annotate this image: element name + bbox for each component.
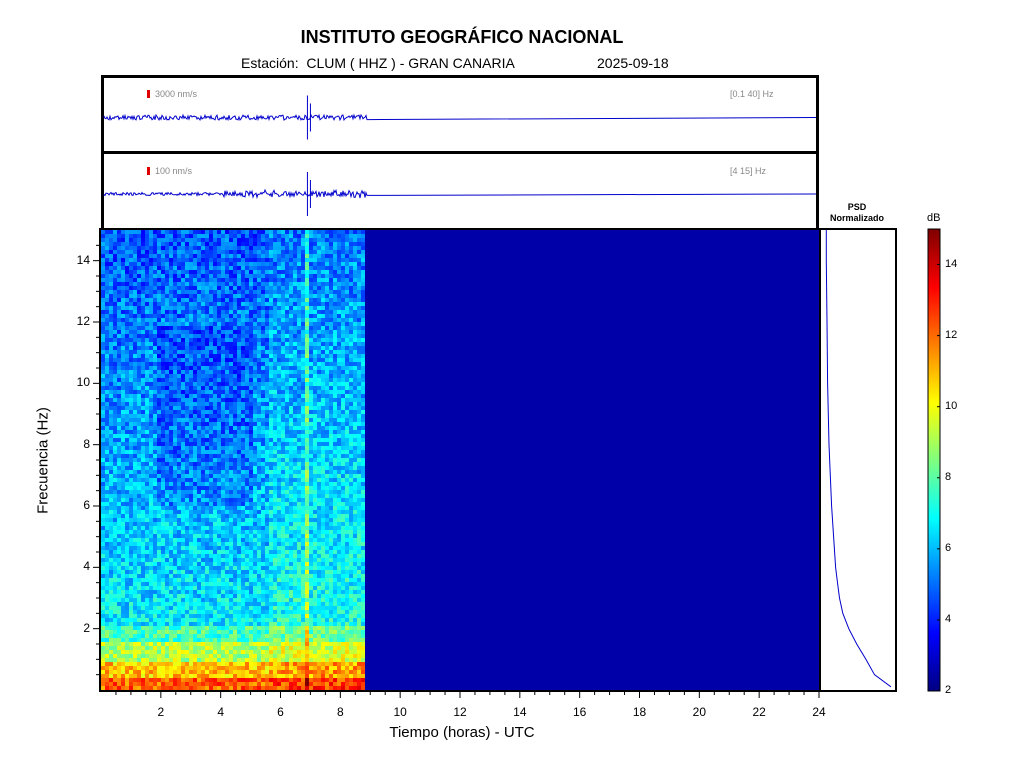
- x-tick-label: 18: [632, 705, 647, 719]
- seismogram-trace-broadband: [103, 95, 817, 140]
- date-label: 2025-09-18: [597, 55, 669, 71]
- psd-curve: [825, 230, 892, 688]
- x-tick-label: 4: [217, 705, 224, 719]
- amplitude-scale-label: 3000 nm/s: [155, 89, 198, 99]
- x-tick-label: 14: [513, 705, 527, 719]
- psd-title-line1: PSD: [847, 202, 867, 212]
- amplitude-scale-bar: [147, 90, 150, 98]
- amplitude-scale-label: 100 nm/s: [155, 166, 193, 176]
- colorbar-tick-label: 10: [945, 399, 958, 412]
- station-label: Estación: CLUM ( HHZ ) - GRAN CANARIA: [241, 55, 515, 71]
- y-tick-label: 8: [83, 436, 90, 451]
- psd-line: [825, 230, 892, 688]
- x-tick-label: 12: [453, 705, 467, 719]
- x-axis-label: Tiempo (horas) - UTC: [389, 724, 535, 741]
- psd-panel: [819, 228, 897, 692]
- y-tick-label: 6: [83, 498, 90, 512]
- psd-title-line2: Normalizado: [829, 213, 884, 223]
- y-axis-label: Frecuencia (Hz): [34, 407, 52, 514]
- x-tick-label: 16: [572, 705, 587, 719]
- x-tick-label: 10: [393, 705, 407, 719]
- colorbar-tick-label: 8: [945, 470, 952, 483]
- colorbar: [927, 228, 941, 692]
- x-tick-label: 6: [277, 705, 284, 719]
- waveform-line: [103, 113, 817, 122]
- y-tick-label: 14: [76, 252, 90, 267]
- event-spike: [306, 172, 311, 216]
- colorbar-tick-label: 2: [945, 684, 952, 696]
- spectrogram-plot: [101, 230, 819, 690]
- axis-ticks: [93, 244, 820, 698]
- x-tick-label: 2: [157, 705, 165, 719]
- spectrogram-panel: [99, 228, 821, 692]
- seismogram-trace-filtered: [103, 172, 817, 216]
- y-tick-label: 4: [83, 559, 90, 574]
- x-tick-label: 20: [692, 705, 706, 719]
- y-tick-label: 10: [76, 375, 90, 390]
- filter-band-label: [0.1 40] Hz: [730, 89, 774, 99]
- x-tick-label: 22: [752, 705, 766, 719]
- psd-title: PSD Normalizado: [817, 202, 897, 224]
- colorbar-frame: [927, 228, 941, 692]
- colorbar-tick-label: 6: [945, 541, 952, 554]
- amplitude-scale-bar: [147, 167, 150, 175]
- x-tick-label: 8: [336, 705, 344, 719]
- filter-band-label: [4 15] Hz: [730, 166, 767, 176]
- y-tick-label: 2: [83, 620, 90, 635]
- event-spike: [306, 95, 311, 140]
- y-tick-label: 12: [76, 314, 90, 328]
- colorbar-tick-label: 4: [945, 612, 952, 625]
- colorbar-tick-label: 12: [945, 328, 958, 341]
- x-tick-label: 24: [812, 705, 826, 719]
- spectrogram-cells: [101, 230, 365, 690]
- colorbar-tick-label: 14: [945, 257, 958, 270]
- colorbar-unit-label: dB: [927, 212, 941, 224]
- page-title: INSTITUTO GEOGRÁFICO NACIONAL: [300, 27, 624, 47]
- waveform-line: [103, 188, 817, 200]
